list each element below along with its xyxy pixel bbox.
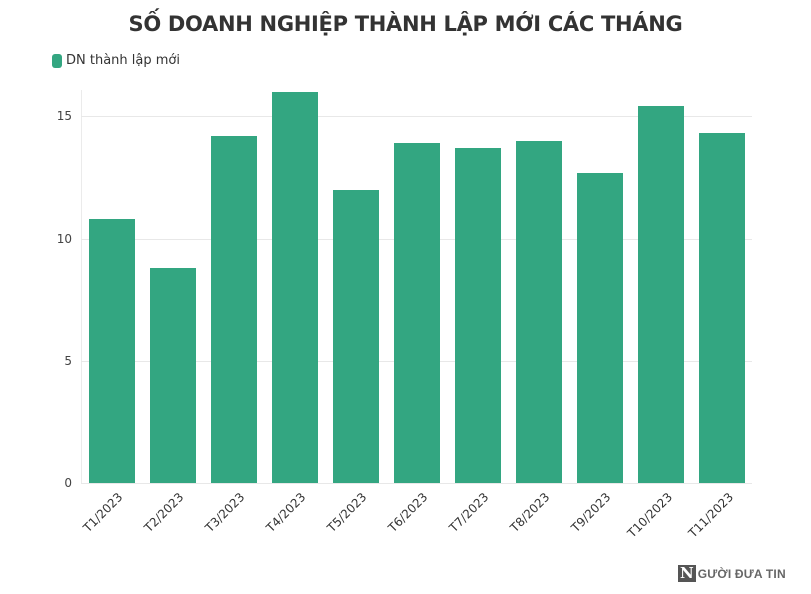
bar[interactable] — [638, 106, 684, 483]
x-tick-label: T5/2023 — [324, 490, 370, 535]
bar[interactable] — [150, 267, 196, 483]
legend: DN thành lập mới — [52, 53, 180, 68]
x-tick-label: T1/2023 — [80, 490, 126, 535]
y-tick-label: 0 — [64, 476, 72, 490]
gridline — [81, 116, 752, 118]
x-tick-label: T11/2023 — [685, 490, 736, 541]
y-tick-label: 10 — [56, 231, 72, 246]
x-tick-label: T10/2023 — [624, 490, 675, 541]
legend-swatch — [52, 53, 62, 68]
bar[interactable] — [699, 133, 745, 483]
bar[interactable] — [211, 135, 257, 483]
x-tick-label: T6/2023 — [385, 490, 431, 535]
bar[interactable] — [394, 143, 440, 483]
bar[interactable] — [89, 218, 135, 483]
bar[interactable] — [455, 148, 501, 483]
bar[interactable] — [516, 140, 562, 483]
x-tick-label: T2/2023 — [141, 490, 187, 535]
watermark-logo: N GƯỜI ĐƯA TIN — [678, 565, 786, 582]
x-tick-label: T3/2023 — [202, 490, 248, 535]
x-tick-label: T8/2023 — [507, 490, 553, 535]
y-tick-label: 5 — [64, 353, 72, 368]
y-axis-line — [81, 90, 82, 483]
logo-text: GƯỜI ĐƯA TIN — [697, 566, 786, 581]
x-tick-label: T7/2023 — [446, 490, 492, 535]
y-tick-label: 15 — [56, 109, 72, 124]
x-tick-label: T4/2023 — [263, 490, 309, 535]
x-tick-label: T9/2023 — [568, 490, 614, 535]
gridline — [81, 483, 752, 484]
plot-area — [81, 90, 752, 484]
chart-title: SỐ DOANH NGHIỆP THÀNH LẬP MỚI CÁC THÁNG — [128, 12, 683, 36]
bar[interactable] — [272, 91, 318, 483]
bar[interactable] — [577, 172, 623, 483]
legend-label: DN thành lập mới — [66, 53, 180, 68]
logo-letter: N — [678, 564, 696, 582]
bar[interactable] — [333, 189, 379, 483]
